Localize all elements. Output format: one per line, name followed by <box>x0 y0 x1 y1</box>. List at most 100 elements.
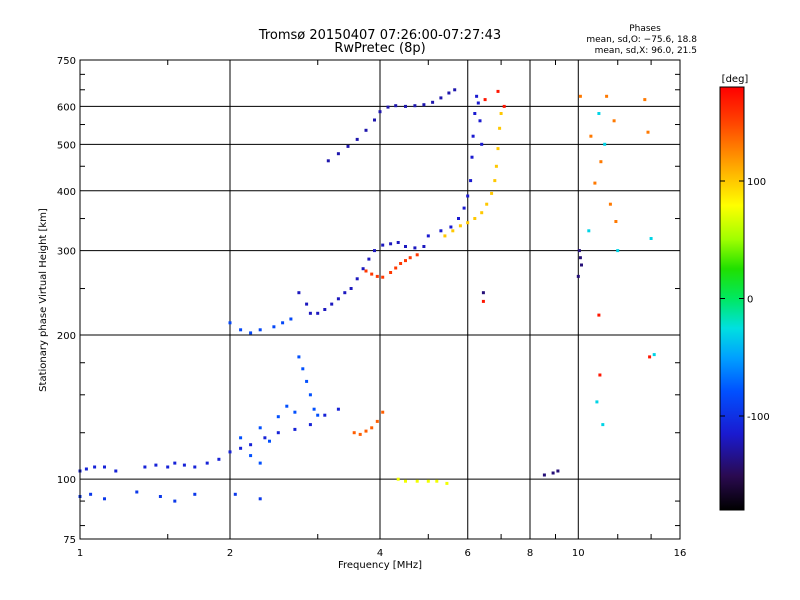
data-point <box>326 159 330 163</box>
data-point <box>358 432 362 436</box>
data-point <box>478 119 482 123</box>
data-point <box>330 302 334 306</box>
data-point <box>595 400 599 404</box>
data-point <box>285 404 289 408</box>
data-point <box>496 147 500 151</box>
data-point <box>453 88 457 92</box>
data-point <box>481 291 485 295</box>
data-point <box>578 94 582 98</box>
data-point <box>361 267 365 271</box>
data-point <box>373 118 376 122</box>
data-point <box>239 328 243 332</box>
colorbar-tick-label: -100 <box>747 412 770 423</box>
data-point <box>367 257 371 261</box>
x-tick-label: 10 <box>572 548 585 559</box>
data-point <box>426 479 430 483</box>
chart-subtitle: RwPretec (8p) <box>334 41 425 56</box>
data-point <box>114 469 118 473</box>
data-point <box>355 137 359 141</box>
data-point <box>480 142 484 146</box>
data-point <box>103 497 106 501</box>
data-point <box>470 155 474 159</box>
data-point <box>415 479 419 483</box>
data-point <box>551 471 555 475</box>
stats-line-o: mean, sd,O: −75.6, 18.8 <box>586 35 697 45</box>
data-point <box>485 202 489 206</box>
x-ticks: 1 2 4 6 8 10 16 <box>77 60 686 559</box>
data-point <box>249 331 253 335</box>
data-point <box>493 179 497 183</box>
data-point <box>577 249 581 253</box>
data-point <box>239 436 243 440</box>
data-point <box>394 104 398 108</box>
data-point <box>349 287 353 290</box>
data-point <box>272 325 276 329</box>
data-point <box>364 429 368 433</box>
data-point <box>336 152 340 156</box>
y-tick-label: 300 <box>57 247 76 258</box>
data-point <box>473 112 477 115</box>
x-tick-label: 8 <box>527 548 533 559</box>
data-point <box>605 94 609 98</box>
data-point <box>494 164 498 168</box>
data-point <box>93 465 97 469</box>
y-ticks: 75 100 200 300 400 500 600 750 <box>57 56 680 546</box>
data-point <box>445 481 449 485</box>
data-point <box>466 194 470 198</box>
data-point <box>422 245 426 248</box>
data-point <box>249 454 253 458</box>
data-point <box>578 256 582 260</box>
data-point <box>323 413 327 417</box>
colorbar-tick-label: 0 <box>747 295 753 306</box>
x-tick-label: 2 <box>227 548 233 559</box>
data-point <box>373 249 376 253</box>
x-tick-label: 1 <box>77 548 83 559</box>
data-point <box>263 436 267 440</box>
data-point <box>386 105 390 109</box>
y-axis-label: Stationary phase Virtual Height [km] <box>38 208 49 392</box>
data-point <box>249 443 253 447</box>
data-point <box>399 262 403 265</box>
data-point <box>297 355 301 359</box>
data-point <box>158 495 162 498</box>
data-point <box>413 246 417 250</box>
data-point <box>576 274 580 278</box>
data-point <box>381 275 385 279</box>
data-point <box>498 126 502 130</box>
data-points <box>78 88 656 503</box>
data-point <box>435 479 439 483</box>
data-point <box>276 431 280 435</box>
data-point <box>297 291 301 295</box>
data-point <box>258 497 262 501</box>
colorbar-tick-label: 100 <box>747 177 766 188</box>
data-point <box>258 426 262 430</box>
data-point <box>408 256 412 260</box>
data-point <box>268 439 271 443</box>
data-point <box>364 269 368 273</box>
data-point <box>603 142 607 146</box>
data-point <box>103 465 106 469</box>
data-point <box>370 426 374 430</box>
data-point <box>587 229 591 233</box>
data-point <box>375 274 379 278</box>
data-point <box>648 355 652 359</box>
data-point <box>293 410 297 414</box>
stats-heading: Phases <box>629 24 661 34</box>
data-point <box>193 492 197 496</box>
data-point <box>413 104 417 108</box>
data-point <box>649 237 653 240</box>
data-point <box>643 98 647 102</box>
data-point <box>316 311 320 315</box>
colorbar-ticks: 100 0 -100 <box>720 177 770 423</box>
y-tick-label: 500 <box>57 140 76 151</box>
data-point <box>276 415 280 419</box>
data-point <box>589 134 593 138</box>
data-point <box>396 477 400 481</box>
y-tick-label: 100 <box>57 475 76 486</box>
data-point <box>355 277 359 281</box>
data-point <box>173 499 177 503</box>
data-point <box>166 465 170 469</box>
data-point <box>462 206 466 210</box>
data-point <box>289 317 293 321</box>
